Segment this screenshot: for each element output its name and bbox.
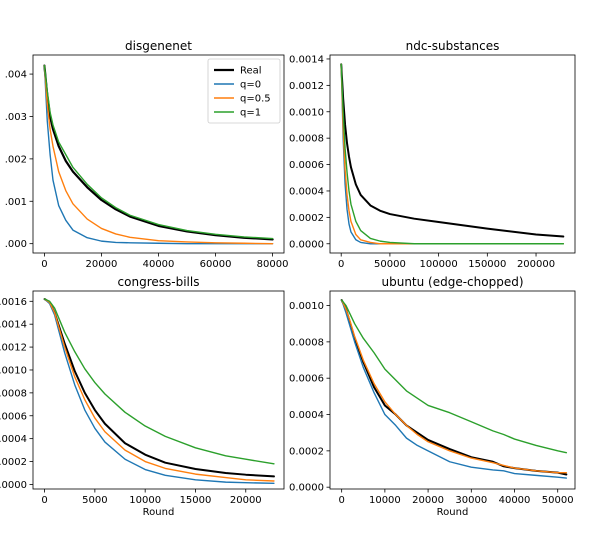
legend-label: q=0.5 <box>240 94 271 105</box>
plot-frame <box>329 290 576 490</box>
x-tick-label: 40000 <box>499 495 531 506</box>
x-tick-label: 150000 <box>468 259 506 270</box>
y-tick-label: .003 <box>5 112 27 123</box>
x-tick-label: 0 <box>41 259 47 270</box>
subplot-title: ubuntu (edge-chopped) <box>381 275 523 289</box>
y-tick-label: 0.0014 <box>289 54 324 65</box>
y-tick-label: 0.0002 <box>289 446 324 457</box>
legend: Real q=0 q=0.5 q=1 <box>207 58 281 124</box>
plot-frame <box>32 290 285 490</box>
y-tick-label: .0014 <box>0 320 27 331</box>
series-group <box>43 298 275 484</box>
x-tick-label: 20000 <box>230 495 262 506</box>
y-tick-label: .0008 <box>0 388 27 399</box>
series-line-q-0-5 <box>43 64 274 245</box>
x-tick-label: 80000 <box>257 259 289 270</box>
y-tick-label: 0.0006 <box>289 374 324 385</box>
x-tick-label: 50000 <box>374 259 406 270</box>
series-line-q-0-5 <box>340 63 565 245</box>
legend-label: q=0 <box>240 80 261 91</box>
y-tick-label: .0012 <box>0 343 27 354</box>
series-line-real <box>43 64 274 241</box>
y-tick-label: 0.0004 <box>289 186 324 197</box>
legend-label: q=1 <box>240 108 261 119</box>
subplot-title: disgenenet <box>125 39 192 53</box>
series-line-real <box>340 63 565 238</box>
y-tick-label: .000 <box>5 239 27 250</box>
subplot-title: congress-bills <box>118 275 200 289</box>
x-tick-label: 20000 <box>86 259 118 270</box>
series-group <box>340 299 568 479</box>
x-axis-label: Round <box>143 507 175 518</box>
x-tick-label: 20000 <box>412 495 444 506</box>
y-tick-label: 0.0004 <box>289 410 324 421</box>
y-tick-label: 0.0000 <box>289 483 324 494</box>
y-tick-label: 0.0010 <box>289 301 324 312</box>
x-tick-label: 0 <box>338 495 344 506</box>
x-tick-label: 30000 <box>455 495 487 506</box>
x-tick-label: 60000 <box>200 259 232 270</box>
series-line-real <box>340 299 568 476</box>
y-tick-label: 0.0008 <box>289 337 324 348</box>
legend-label: Real <box>240 66 262 77</box>
series-line-q-0 <box>340 63 565 245</box>
x-tick-label: 40000 <box>143 259 175 270</box>
y-tick-label: .0000 <box>0 480 27 491</box>
series-line-q-1 <box>340 63 565 245</box>
y-tick-label: 0.0006 <box>289 160 324 171</box>
subplot-3: congress-bills 0 5000 10000 15000 20000 .0000.… <box>0 275 285 518</box>
series-line-q-0 <box>340 299 568 479</box>
series-line-q-0-5 <box>43 298 275 482</box>
y-tick-label: 0.0000 <box>289 239 324 250</box>
x-tick-label: 100000 <box>420 259 458 270</box>
y-tick-label: 0.0008 <box>289 134 324 145</box>
x-tick-label: 0 <box>41 495 47 506</box>
legend-box <box>207 58 281 124</box>
subplot-2: ndc-substances 0 50000 100000 150000 200000 0.… <box>289 39 576 270</box>
y-tick-label: 0.0010 <box>289 107 324 118</box>
y-tick-label: .0004 <box>0 434 27 445</box>
y-tick-label: .0010 <box>0 365 27 376</box>
series-line-q-0 <box>43 64 274 245</box>
x-tick-label: 10000 <box>129 495 161 506</box>
x-tick-label: 200000 <box>517 259 555 270</box>
series-line-q-1 <box>43 64 274 240</box>
y-tick-label: 0.0002 <box>289 213 324 224</box>
y-tick-label: .001 <box>5 197 27 208</box>
x-axis-label: Round <box>437 507 469 518</box>
subplot-title: ndc-substances <box>406 39 500 53</box>
y-tick-label: .0002 <box>0 457 27 468</box>
plot-frame <box>32 54 285 254</box>
y-tick-label: .002 <box>5 154 27 165</box>
series-line-q-1 <box>340 299 568 454</box>
y-tick-label: 0.0012 <box>289 81 324 92</box>
series-line-q-0 <box>43 298 275 484</box>
x-tick-label: 15000 <box>180 495 212 506</box>
x-tick-label: 50000 <box>542 495 574 506</box>
series-line-q-1 <box>43 298 275 465</box>
series-line-q-0-5 <box>340 299 568 474</box>
y-tick-label: .0006 <box>0 411 27 422</box>
x-tick-label: 5000 <box>82 495 107 506</box>
x-tick-label: 0 <box>338 259 344 270</box>
y-tick-label: .0016 <box>0 297 27 308</box>
subplot-1: disgenenet 0 20000 40000 60000 80000 .000 .001.… <box>5 39 289 270</box>
y-tick-label: .004 <box>5 70 27 81</box>
plot-frame <box>329 54 576 254</box>
series-group <box>43 64 274 245</box>
subplot-4: ubuntu (edge-chopped) 0 10000 20000 30000 400… <box>289 275 576 518</box>
series-group <box>340 63 565 245</box>
x-tick-label: 10000 <box>369 495 401 506</box>
